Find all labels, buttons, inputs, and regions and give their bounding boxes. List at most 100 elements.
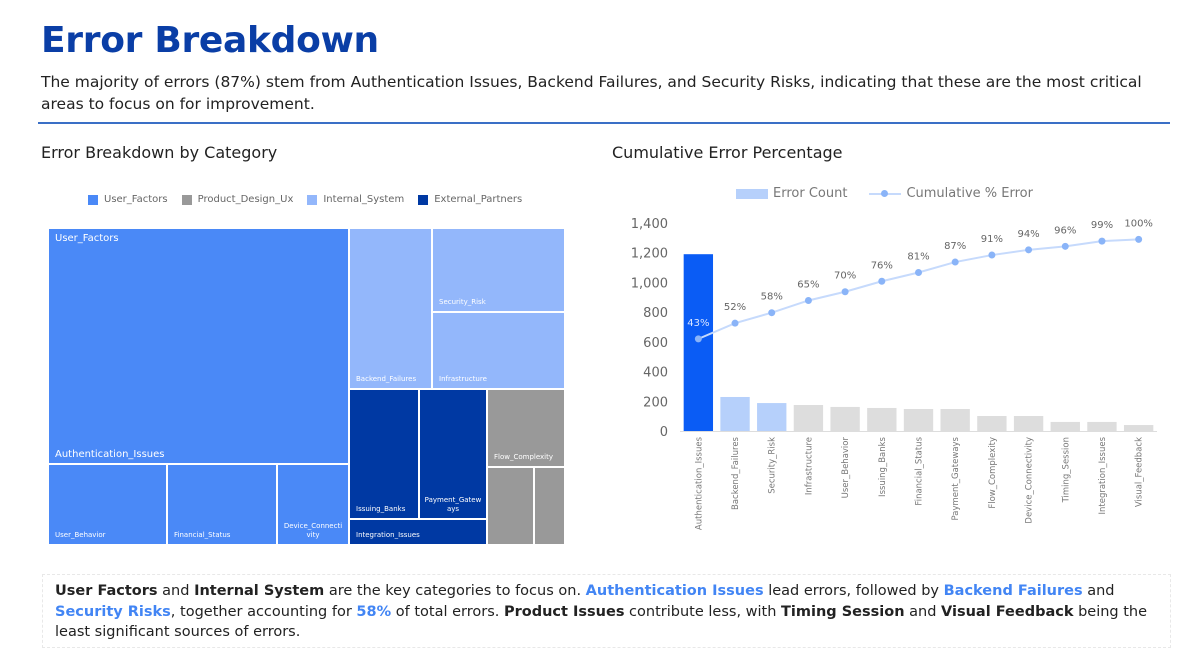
- cumulative-point: [731, 319, 739, 327]
- insight-text: and: [157, 583, 195, 599]
- treemap-cell-label: Payment_Gatew ays: [424, 496, 482, 513]
- treemap-cell-device-connectivity[interactable]: Device_Connecti vity: [277, 464, 349, 545]
- legend-item-error-count[interactable]: Error Count: [736, 186, 847, 201]
- cumulative-point: [694, 335, 702, 343]
- legend-label: Cumulative % Error: [906, 186, 1033, 201]
- cumulative-data-label: 58%: [761, 292, 783, 303]
- treemap-cell-user-behavior[interactable]: User_Behavior: [48, 464, 167, 545]
- y-tick-label: 1,000: [631, 276, 668, 291]
- treemap-cell-backend-failures[interactable]: Backend_Failures: [349, 228, 432, 389]
- insight-highlight: 58%: [356, 603, 392, 620]
- cumulative-data-label: 70%: [834, 271, 856, 282]
- insight-highlight: Authentication Issues: [585, 583, 764, 599]
- treemap-cell-label: Financial_Status: [174, 531, 231, 539]
- header-divider: [38, 122, 1170, 124]
- legend-swatch: [307, 194, 318, 205]
- legend-label: External_Partners: [434, 194, 523, 205]
- bar-payment-gateways: [940, 409, 970, 431]
- y-tick-label: 1,200: [631, 247, 668, 262]
- treemap-cell-issuing-banks[interactable]: Issuing_Banks: [349, 389, 419, 519]
- legend-item-internal-system[interactable]: Internal_System: [307, 194, 404, 205]
- x-tick-label: Security_Risk: [768, 437, 778, 494]
- legend-label: User_Factors: [104, 194, 168, 205]
- cumulative-point: [804, 296, 812, 304]
- legend-item-cumulative-error[interactable]: Cumulative % Error: [869, 186, 1033, 201]
- treemap-cell-infrastructure[interactable]: Infrastructure: [432, 312, 565, 389]
- treemap-cell-visual-feedback[interactable]: [534, 467, 565, 545]
- legend-label: Error Count: [773, 186, 848, 201]
- page-title: Error Breakdown: [41, 20, 379, 61]
- x-tick-label: Infrastructure: [804, 437, 814, 495]
- legend-swatch: [181, 194, 192, 205]
- x-tick-label: Authentication_Issues: [694, 436, 704, 530]
- insight-text: Visual Feedback: [941, 603, 1074, 620]
- treemap-cell-security-risk[interactable]: Security_Risk: [432, 228, 565, 312]
- treemap-cell-authentication-issues[interactable]: User_Factors Authentication_Issues: [48, 228, 349, 464]
- treemap-cell-label: Flow_Complexity: [494, 453, 554, 461]
- treemap-cell-integration-issues[interactable]: Integration_Issues: [349, 519, 487, 545]
- legend-swatch: [88, 194, 98, 205]
- treemap-title: Error Breakdown by Category: [41, 143, 278, 162]
- cumulative-data-label: 99%: [1091, 220, 1113, 231]
- x-tick-label: Integration_Issues: [1098, 436, 1108, 514]
- cumulative-data-label: 91%: [981, 234, 1003, 245]
- insight-text: User Factors: [55, 583, 158, 599]
- cumulative-point: [1098, 237, 1106, 245]
- insight-text: of total errors.: [391, 603, 504, 620]
- insight-text: lead errors, followed by: [763, 583, 944, 599]
- insight-text: and: [1082, 583, 1115, 599]
- legend-label: Product_Design_Ux: [197, 194, 294, 205]
- insight-highlight: Security Risks: [55, 603, 171, 620]
- cumulative-data-label: 87%: [944, 241, 966, 252]
- cumulative-point: [1135, 235, 1143, 243]
- bar-authentication-issues: [683, 254, 714, 431]
- y-tick-label: 600: [643, 336, 668, 351]
- x-tick-label: Payment_Gateways: [951, 436, 961, 520]
- legend-swatch-bar: [736, 188, 768, 199]
- legend-swatch: [418, 194, 429, 205]
- cumulative-data-label: 43%: [687, 318, 709, 329]
- treemap-cell-label: Infrastructure: [439, 375, 487, 383]
- cumulative-data-label: 52%: [724, 302, 746, 313]
- treemap-cell-flow-complexity[interactable]: Flow_Complexity: [487, 389, 565, 467]
- bar-backend-failures: [720, 396, 750, 431]
- legend-item-external-partners[interactable]: External_Partners: [418, 194, 522, 205]
- cumulative-data-label: 94%: [1017, 229, 1039, 240]
- insight-text: are the key categories to focus on.: [324, 583, 586, 599]
- y-tick-label: 400: [643, 366, 668, 381]
- insight-text: being the least significant sources of e…: [55, 603, 1148, 641]
- treemap-cell-financial-status[interactable]: Financial_Status: [167, 464, 277, 545]
- bar-integration-issues: [1087, 421, 1117, 431]
- treemap-cell-timing-session[interactable]: [487, 467, 534, 545]
- x-tick-label: Timing_Session: [1061, 437, 1071, 503]
- insight-text: Internal System: [194, 583, 325, 599]
- insight-text: Timing Session: [781, 603, 905, 620]
- treemap-cell-label: Integration_Issues: [356, 531, 420, 539]
- legend-item-user-factors[interactable]: User_Factors: [88, 194, 168, 205]
- y-tick-label: 0: [660, 425, 668, 440]
- cumulative-point: [878, 277, 886, 285]
- treemap-chart: User_Factors Authentication_Issues User_…: [48, 228, 565, 545]
- treemap-cell-label: Backend_Failures: [356, 375, 417, 383]
- cumulative-point: [768, 309, 776, 317]
- cumulative-data-label: 76%: [871, 260, 893, 271]
- cumulative-point: [915, 269, 922, 277]
- x-tick-label: Issuing_Banks: [878, 436, 888, 496]
- bar-user-behavior: [830, 406, 860, 431]
- pareto-title: Cumulative Error Percentage: [612, 143, 843, 162]
- legend-label: Internal_System: [323, 194, 405, 205]
- bar-financial-status: [903, 409, 934, 431]
- cumulative-point: [1061, 242, 1069, 250]
- insight-text: contribute less, with: [624, 603, 782, 620]
- page-subtitle: The majority of errors (87%) stem from A…: [41, 73, 1142, 113]
- cumulative-point: [1025, 246, 1033, 254]
- insight-text: and: [904, 603, 942, 620]
- cumulative-point: [951, 258, 959, 266]
- treemap-cell-payment-gateways[interactable]: Payment_Gatew ays: [419, 389, 487, 519]
- bar-visual-feedback: [1123, 425, 1154, 431]
- cumulative-data-label: 65%: [797, 279, 819, 290]
- x-tick-label: Backend_Failures: [731, 436, 741, 510]
- bar-issuing-banks: [867, 407, 897, 431]
- legend-item-product-design-ux[interactable]: Product_Design_Ux: [181, 194, 294, 205]
- insight-text: , together accounting for: [170, 603, 357, 620]
